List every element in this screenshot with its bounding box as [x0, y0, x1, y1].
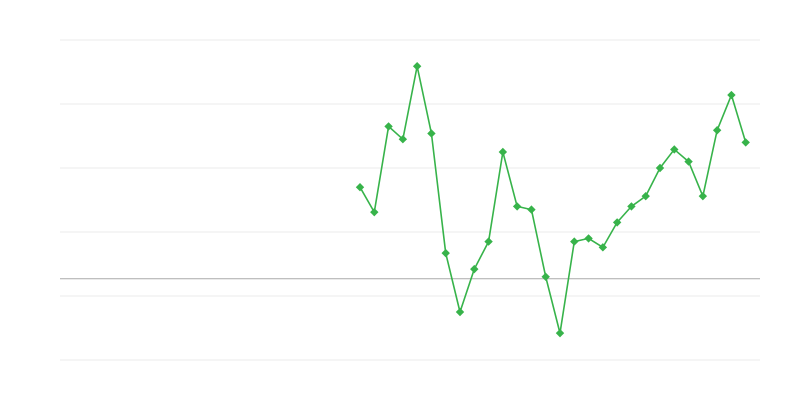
data-point-marker	[427, 129, 436, 138]
data-point-marker	[641, 191, 650, 201]
data-point-marker	[484, 237, 493, 246]
data-point-marker	[555, 328, 565, 338]
data-point-marker	[598, 243, 608, 252]
data-point-marker	[727, 90, 736, 100]
data-point-marker	[370, 207, 379, 217]
data-point-marker	[398, 135, 408, 144]
data-point-marker	[612, 218, 622, 227]
data-point-marker	[670, 145, 679, 154]
data-point-marker	[684, 157, 693, 166]
data-point-marker	[470, 264, 479, 274]
data-point-marker	[384, 122, 393, 131]
data-point-marker	[498, 147, 508, 157]
series-markers	[355, 62, 750, 338]
data-point-marker	[441, 248, 450, 258]
data-point-marker	[412, 62, 422, 71]
data-point-marker	[655, 163, 665, 173]
data-point-marker	[541, 272, 550, 281]
data-point-marker	[527, 205, 536, 214]
data-point-marker	[584, 234, 593, 243]
data-point-marker	[455, 307, 465, 317]
gridlines	[60, 39, 760, 361]
series-line	[359, 65, 747, 334]
data-point-marker	[712, 126, 722, 135]
data-point-marker	[741, 138, 750, 147]
data-point-marker	[627, 202, 636, 211]
data-point-marker	[570, 237, 579, 246]
data-point-marker	[698, 191, 708, 201]
data-point-marker	[355, 183, 365, 192]
data-point-marker	[512, 202, 522, 211]
series-polyline	[359, 65, 747, 334]
